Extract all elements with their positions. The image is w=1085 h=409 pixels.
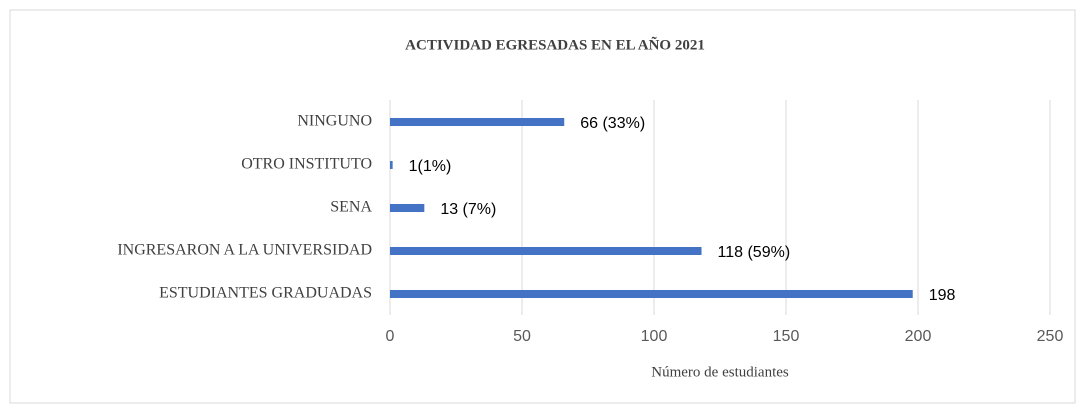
x-axis-title: Número de estudiantes <box>651 364 789 380</box>
x-tick-label: 50 <box>513 328 531 345</box>
x-tick-label: 250 <box>1037 328 1064 345</box>
bar <box>390 118 565 126</box>
value-label: 13 (7%) <box>440 201 496 218</box>
value-label: 66 (33%) <box>580 115 645 132</box>
value-label: 118 (59%) <box>718 244 791 261</box>
value-label: 1(1%) <box>409 158 452 175</box>
y-tick-label: OTRO INSTITUTO <box>241 156 372 173</box>
y-tick-label: SENA <box>330 199 372 216</box>
bar <box>390 204 425 212</box>
bar <box>390 290 913 298</box>
y-tick-label: INGRESARON A LA UNIVERSIDAD <box>117 242 372 259</box>
x-tick-label: 100 <box>641 328 668 345</box>
y-tick-label: NINGUNO <box>297 113 372 130</box>
bar <box>390 161 393 169</box>
x-tick-label: 0 <box>386 328 395 345</box>
x-tick-label: 150 <box>773 328 800 345</box>
bar <box>390 247 702 255</box>
x-tick-label: 200 <box>905 328 932 345</box>
chart-title: ACTIVIDAD EGRESADAS EN EL AÑO 2021 <box>405 35 705 53</box>
y-tick-label: ESTUDIANTES GRADUADAS <box>159 285 372 302</box>
value-label: 198 <box>929 287 956 304</box>
chart-border <box>9 9 1076 404</box>
